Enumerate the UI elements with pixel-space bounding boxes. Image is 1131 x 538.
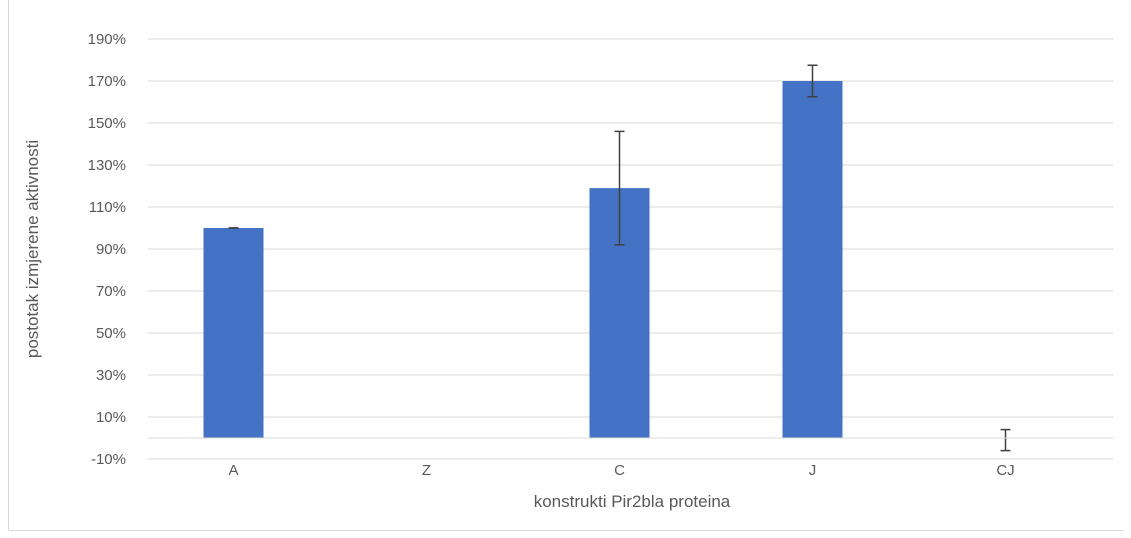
x-tick-label: A (228, 462, 238, 479)
y-tick-label: 10% (96, 409, 126, 426)
y-tick-label: -10% (91, 451, 126, 468)
bars (203, 81, 843, 438)
x-tick-label: J (809, 462, 817, 479)
x-tick-label: CJ (996, 462, 1014, 479)
chart-frame (8, 0, 1124, 531)
bar (782, 81, 843, 438)
x-tick-label: Z (422, 462, 431, 479)
y-axis-title: postotak izmjerene aktivnosti (23, 140, 42, 358)
y-tick-label: 190% (88, 31, 126, 48)
y-tick-label: 50% (96, 325, 126, 342)
y-tick-label: 30% (96, 367, 126, 384)
x-tick-label: C (614, 462, 625, 479)
y-tick-label: 130% (88, 157, 126, 174)
y-tick-label: 170% (88, 73, 126, 90)
y-tick-labels: -10% 10% 30% 50% 70% 90% 110% 130% 150% 170% 190% (88, 31, 126, 468)
error-bars (228, 64, 1011, 452)
x-tick-labels: A Z C J CJ (228, 462, 1014, 479)
y-tick-label: 90% (96, 241, 126, 258)
y-tick-label: 110% (89, 199, 126, 216)
y-tick-label: 70% (96, 283, 126, 300)
x-axis-title: konstrukti Pir2bla proteina (534, 492, 731, 511)
bar (203, 228, 264, 438)
y-tick-label: 150% (88, 115, 126, 132)
